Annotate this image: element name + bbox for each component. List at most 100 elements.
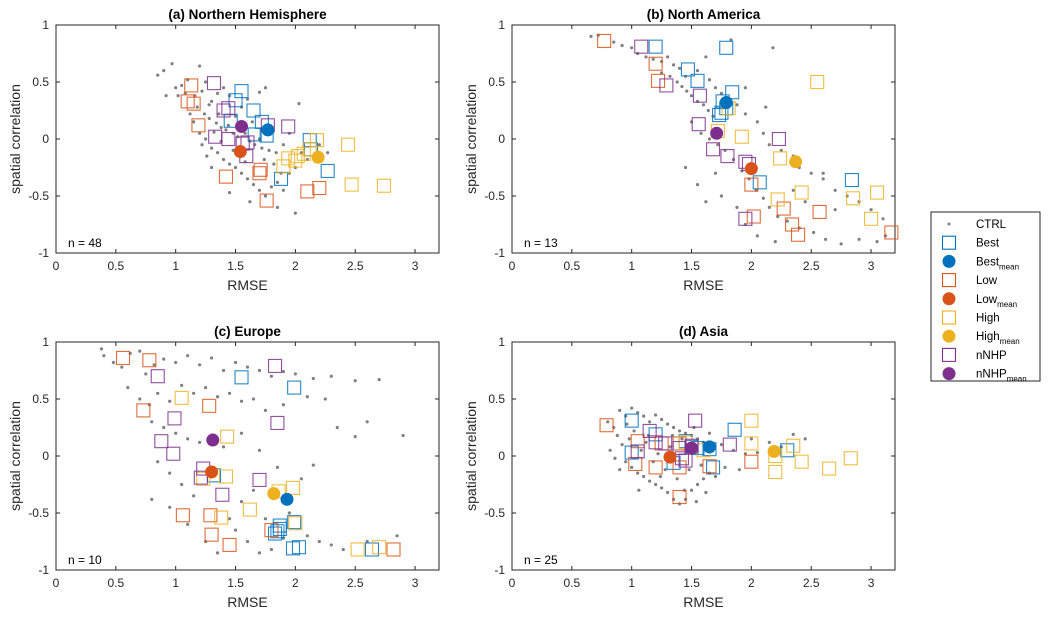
high-point [786, 438, 801, 453]
x-tick-label: 1 [172, 576, 179, 590]
panel-europe: 0 0.5 1 1.5 2 2.5 3 -1 -0.5 0 0.5 1 (c) Europe RMSE sp… [7, 324, 440, 610]
panel-title: (c) Europe [214, 324, 281, 339]
ctrl-point [168, 399, 172, 403]
ctrl-point [785, 219, 789, 223]
ctrl-point [615, 433, 619, 438]
ctrl-point [198, 363, 202, 367]
best-point [719, 40, 734, 55]
low-point [264, 523, 279, 538]
ctrl-point [126, 386, 130, 390]
low-point [672, 489, 687, 505]
high-point [773, 151, 788, 166]
ctrl-point [233, 360, 238, 365]
ctrl-point [716, 143, 720, 147]
low-point [204, 527, 219, 542]
low-point [175, 508, 190, 523]
ctrl-point [701, 477, 706, 481]
low-mean-point [663, 450, 677, 464]
nnhp-point [215, 487, 230, 502]
best-point [320, 163, 335, 178]
x-tick-label: 1.5 [683, 259, 700, 273]
ctrl-point [248, 200, 252, 204]
low-point [746, 209, 761, 224]
ctrl-point [156, 460, 160, 464]
high-point [309, 133, 324, 148]
high-mean-point [789, 155, 803, 169]
panel-asia: 0 0.5 1 1.5 2 2.5 3 -1 -0.5 0 0.5 1 (d) Asia RMSE spat… [463, 324, 896, 610]
ctrl-point [683, 431, 688, 435]
ctrl-point [243, 131, 247, 135]
ctrl-point [317, 539, 321, 544]
ctrl-point [200, 143, 204, 147]
sample-count-annotation: n = 25 [524, 553, 558, 567]
ctrl-point [713, 171, 718, 175]
ctrl-point [305, 395, 309, 399]
ctrl-point [761, 196, 765, 200]
ctrl-point [326, 151, 330, 155]
ctrl-point [812, 230, 816, 235]
y-tick-label: 1 [42, 335, 49, 349]
low-point [184, 78, 199, 93]
nnhp-point [678, 453, 693, 468]
legend-label-main: Low [976, 294, 998, 306]
ctrl-point [215, 91, 220, 95]
best-point [291, 540, 307, 555]
ctrl-point [204, 137, 208, 141]
legend-label-best: Best [976, 238, 1000, 250]
ctrl-point [180, 482, 184, 487]
ctrl-point [632, 429, 636, 433]
ctrl-point [620, 43, 624, 48]
ctrl-point [735, 103, 739, 107]
ctrl-point [704, 55, 708, 59]
y-tick-label: 0 [42, 132, 49, 146]
high-point [376, 178, 391, 193]
panel-north-america: 0 0.5 1 1.5 2 2.5 3 -1 -0.5 0 0.5 1 (b) North Americ… [463, 7, 899, 293]
ctrl-point [192, 120, 196, 124]
ctrl-point [764, 105, 768, 109]
high-point [864, 211, 879, 226]
plot-area [511, 341, 896, 571]
ctrl-point [198, 131, 202, 135]
ctrl-point [624, 460, 628, 464]
legend-label-main: High [976, 331, 1000, 343]
low-point [884, 225, 899, 240]
ctrl-point [377, 378, 381, 382]
ctrl-point [881, 217, 885, 221]
best-point [234, 370, 249, 385]
nnhp-point [221, 101, 236, 116]
ctrl-point [227, 190, 232, 195]
y-tick-label: 0.5 [488, 392, 505, 406]
ctrl-point [401, 433, 405, 438]
ctrl-point [209, 165, 214, 170]
y-tick-label: -1 [38, 246, 49, 260]
ctrl-point [275, 180, 280, 184]
ctrl-point [299, 151, 303, 155]
high-point [285, 480, 301, 495]
nnhp-point [688, 413, 703, 428]
x-tick-label: 1 [628, 576, 635, 590]
x-tick-label: 3 [412, 576, 419, 590]
plot-area [511, 24, 896, 254]
x-tick-label: 3 [868, 576, 875, 590]
nnhp-point [281, 119, 296, 134]
nnhp-mean-point [235, 119, 249, 133]
ctrl-point [776, 214, 780, 219]
ctrl-point [353, 379, 357, 383]
ctrl-point [695, 183, 700, 187]
high-point [794, 185, 809, 200]
high-mean-point [311, 150, 325, 164]
ctrl-point [209, 146, 214, 150]
low-point [253, 162, 268, 177]
nnhp-point [771, 131, 786, 147]
ctrl-point [275, 205, 280, 209]
ctrl-point [713, 474, 718, 479]
y-tick-label: 0.5 [32, 392, 49, 406]
ctrl-point [138, 397, 142, 401]
ctrl-point [227, 517, 232, 521]
ctrl-point [198, 64, 202, 68]
high-point [810, 74, 825, 90]
low-point [744, 177, 759, 192]
y-axis-label: spatial correlation [7, 84, 23, 194]
ctrl-point [395, 534, 399, 538]
best-point [844, 172, 859, 188]
